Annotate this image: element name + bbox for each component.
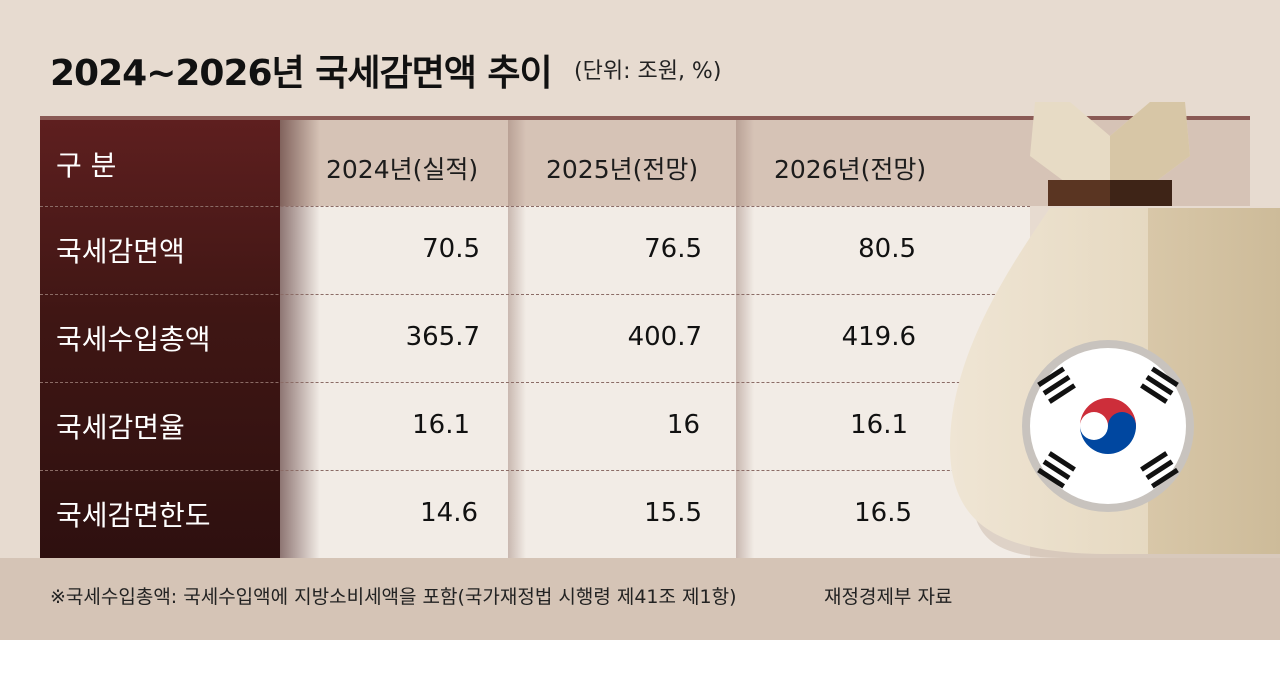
cell-reduction-limit-2025: 15.5 [644, 498, 702, 528]
row-divider [40, 294, 1030, 295]
data-table: 구 분 2024년(실적) 2025년(전망) 2026년(전망) 국세감면액 … [40, 116, 1250, 558]
source-credit: 재정경제부 자료 [824, 586, 953, 608]
cell-tax-reduction-2025: 76.5 [644, 234, 702, 264]
infographic: 2024~2026년 국세감면액 추이 (단위: 조원, %) 구 분 2024… [0, 0, 1280, 640]
column-header-2024: 2024년(실적) [326, 155, 479, 184]
row-label-reduction-rate: 국세감면율 [56, 411, 185, 444]
row-label-total-tax-revenue: 국세수입총액 [56, 323, 211, 356]
row-label-reduction-limit: 국세감면한도 [56, 499, 211, 532]
page-title: 2024~2026년 국세감면액 추이 [50, 53, 553, 94]
cell-reduction-limit-2026: 16.5 [854, 498, 912, 528]
cell-reduction-rate-2024: 16.1 [412, 410, 470, 440]
column-header-2025: 2025년(전망) [546, 155, 699, 184]
row-header-shadow [280, 120, 320, 558]
row-header-column [40, 120, 280, 558]
row-divider [40, 206, 1030, 207]
money-bag-icon [950, 102, 1280, 558]
row-divider [40, 382, 1030, 383]
cell-total-tax-revenue-2024: 365.7 [405, 322, 480, 352]
column-header-2026: 2026년(전망) [774, 155, 927, 184]
cell-tax-reduction-2026: 80.5 [858, 234, 916, 264]
cell-total-tax-revenue-2025: 400.7 [627, 322, 702, 352]
cell-tax-reduction-2024: 70.5 [422, 234, 480, 264]
cell-total-tax-revenue-2026: 419.6 [841, 322, 916, 352]
row-label-tax-reduction: 국세감면액 [56, 235, 185, 268]
cell-reduction-limit-2024: 14.6 [420, 498, 478, 528]
footnote: ※국세수입총액: 국세수입액에 지방소비세액을 포함(국가재정법 시행령 제41… [50, 586, 737, 608]
column-divider [736, 120, 754, 558]
column-divider [508, 120, 526, 558]
table-top-rule [40, 116, 1250, 120]
cell-reduction-rate-2025: 16 [666, 410, 700, 440]
cell-reduction-rate-2026: 16.1 [850, 410, 908, 440]
footer-band [0, 558, 1280, 640]
unit-label: (단위: 조원, %) [574, 59, 722, 84]
korean-flag-icon [1022, 340, 1194, 512]
row-divider [40, 470, 1030, 471]
corner-label: 구 분 [56, 149, 117, 182]
